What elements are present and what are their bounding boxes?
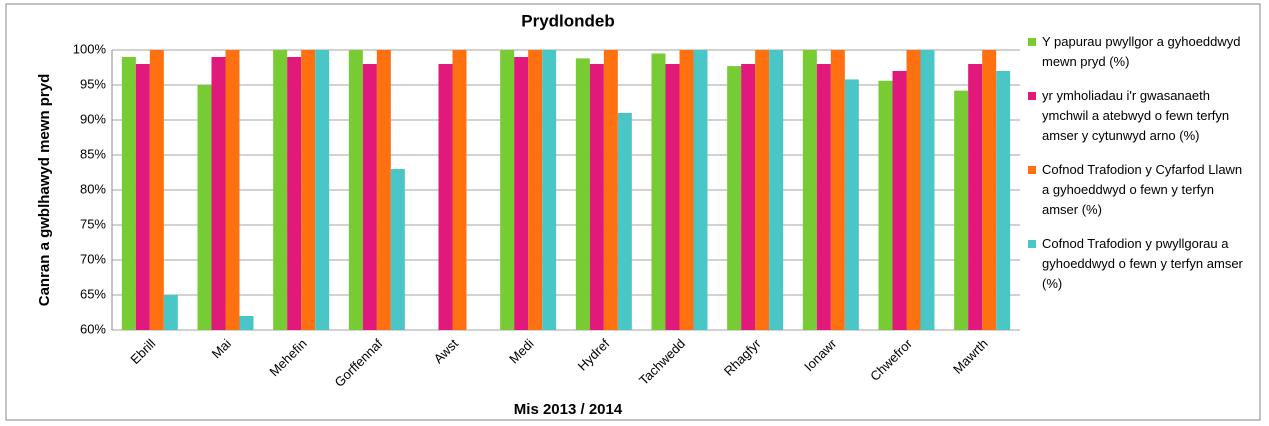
bar xyxy=(542,50,557,330)
bar xyxy=(603,50,618,330)
bar xyxy=(390,169,405,330)
x-tick-label: Hydref xyxy=(575,336,613,374)
frame-border xyxy=(5,3,1261,421)
bar xyxy=(528,50,543,330)
legend-item: Cofnod Trafodion y Cyfarfod Llawn a gyho… xyxy=(1028,160,1250,220)
bar xyxy=(287,57,302,330)
x-tick-label: Ebrill xyxy=(127,336,158,367)
bar xyxy=(651,53,666,330)
legend-label: Y papurau pwyllgor a gyhoeddwyd mewn pry… xyxy=(1042,34,1241,69)
bar xyxy=(514,57,529,330)
x-tick-label: Rhagfyr xyxy=(721,335,764,378)
legend-swatch xyxy=(1028,38,1036,46)
y-tick-label: 65% xyxy=(80,286,106,301)
bar xyxy=(225,50,240,330)
legend-swatch xyxy=(1028,166,1036,174)
x-tick-label: Chwefror xyxy=(867,335,915,383)
legend-label: yr ymholiadau i'r gwasanaeth ymchwil a a… xyxy=(1042,88,1230,143)
chart-title: Prydlondeb xyxy=(521,11,615,30)
y-tick-label: 80% xyxy=(80,181,106,196)
legend-item: Cofnod Trafodion y pwyllgorau a gyhoeddw… xyxy=(1028,234,1250,294)
bar xyxy=(273,50,288,330)
bar xyxy=(665,64,680,330)
bar xyxy=(197,85,212,330)
legend-swatch xyxy=(1028,240,1036,248)
x-tick-label: Gorffennaf xyxy=(332,336,386,390)
bar xyxy=(920,50,935,330)
x-axis-label: Mis 2013 / 2014 xyxy=(514,401,623,418)
x-tick-label: Ionawr xyxy=(801,335,840,374)
y-axis-label: Canran a gwblhawyd mewn pryd xyxy=(36,74,53,307)
bar xyxy=(239,316,254,330)
y-tick-label: 85% xyxy=(80,146,106,161)
x-tick-label: Tachwedd xyxy=(636,336,688,388)
bar xyxy=(438,64,453,330)
bar xyxy=(769,50,784,330)
x-tick-label: Awst xyxy=(431,336,462,367)
legend-label: Cofnod Trafodion y Cyfarfod Llawn a gyho… xyxy=(1042,162,1243,217)
bar xyxy=(362,64,377,330)
bar xyxy=(982,50,997,330)
bar xyxy=(878,80,893,330)
bar xyxy=(315,50,330,330)
bar xyxy=(121,57,136,330)
y-tick-label: 70% xyxy=(80,251,106,266)
y-tick-label: 75% xyxy=(80,216,106,231)
bar xyxy=(617,113,632,330)
legend-label: Cofnod Trafodion y pwyllgorau a gyhoeddw… xyxy=(1042,236,1243,291)
x-tick-label: Medi xyxy=(506,336,537,367)
bar xyxy=(149,50,164,330)
bar xyxy=(968,64,983,330)
legend: Y papurau pwyllgor a gyhoeddwyd mewn pry… xyxy=(1028,32,1250,308)
y-tick-label: 90% xyxy=(80,111,106,126)
bar xyxy=(844,79,859,331)
x-tick-label: Mawrth xyxy=(950,336,991,377)
bar xyxy=(376,50,391,330)
bar xyxy=(500,50,515,330)
y-tick-label: 100% xyxy=(73,41,107,56)
bar xyxy=(693,50,708,330)
bar xyxy=(727,66,742,330)
bar xyxy=(135,64,150,330)
bar xyxy=(830,50,845,330)
bar xyxy=(452,50,467,330)
bar xyxy=(589,64,604,330)
bar xyxy=(163,295,178,330)
bar xyxy=(679,50,694,330)
bar xyxy=(816,64,831,330)
bar xyxy=(802,50,817,330)
bar xyxy=(575,58,590,331)
bar xyxy=(741,64,756,330)
x-tick-label: Mehefin xyxy=(266,336,309,379)
y-tick-label: 95% xyxy=(80,76,106,91)
legend-item: yr ymholiadau i'r gwasanaeth ymchwil a a… xyxy=(1028,86,1250,146)
bar xyxy=(892,71,907,330)
y-tick-label: 60% xyxy=(80,321,106,336)
x-tick-label: Mai xyxy=(209,336,234,361)
bar xyxy=(755,50,770,330)
bar xyxy=(301,50,316,330)
bar xyxy=(906,50,921,330)
bar xyxy=(954,90,969,330)
legend-item: Y papurau pwyllgor a gyhoeddwyd mewn pry… xyxy=(1028,32,1250,72)
bar xyxy=(211,57,226,330)
bar xyxy=(348,50,363,330)
legend-swatch xyxy=(1028,92,1036,100)
bar xyxy=(996,71,1011,330)
